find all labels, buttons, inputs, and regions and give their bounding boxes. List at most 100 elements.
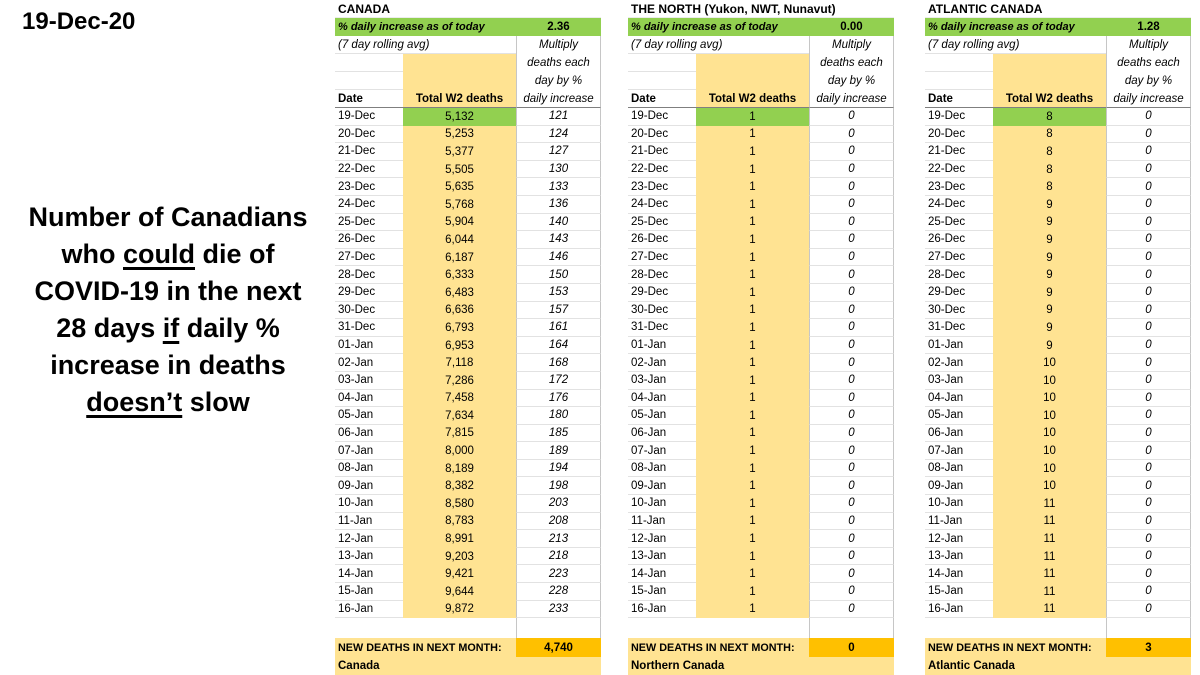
multiply-note-line: daily increase xyxy=(809,90,894,108)
pct-increase-value: 1.28 xyxy=(1137,21,1160,33)
total-deaths-cell: 6,187 xyxy=(403,248,516,267)
daily-increase-cell: 0 xyxy=(1106,547,1191,566)
daily-increase-cell: 185 xyxy=(516,424,601,443)
table-row: 29-Dec 9 0 xyxy=(925,283,1191,302)
empty-cell xyxy=(403,618,516,638)
total-deaths-cell: 1 xyxy=(696,248,809,267)
filled-cell xyxy=(696,72,809,90)
total-deaths-cell: 8 xyxy=(993,108,1106,126)
table-row: 04-Jan 7,458 176 xyxy=(335,389,601,408)
daily-increase-cell: 143 xyxy=(516,231,601,249)
total-deaths-cell: 7,815 xyxy=(403,424,516,443)
date-cell: 09-Jan xyxy=(335,477,403,496)
daily-increase-cell: 0 xyxy=(809,301,894,320)
daily-increase-cell: 0 xyxy=(1106,477,1191,496)
total-deaths-cell: 11 xyxy=(993,530,1106,548)
daily-increase-cell: 0 xyxy=(1106,389,1191,408)
date-cell: 29-Dec xyxy=(628,284,696,302)
total-deaths-cell: 8,783 xyxy=(403,512,516,531)
table-row: 09-Jan 8,382 198 xyxy=(335,477,601,496)
date-cell: 21-Dec xyxy=(628,143,696,161)
date-cell: 24-Dec xyxy=(335,196,403,214)
multiply-note-line: daily increase xyxy=(1106,90,1191,108)
daily-increase-cell: 208 xyxy=(516,512,601,531)
date-cell: 24-Dec xyxy=(925,196,993,214)
date-cell: 22-Dec xyxy=(335,161,403,179)
table-row: 09-Jan 1 0 xyxy=(628,477,894,496)
daily-increase-cell: 0 xyxy=(1106,336,1191,355)
total-deaths-cell: 8,189 xyxy=(403,459,516,478)
note-row: deaths each xyxy=(628,54,894,72)
date-cell: 12-Jan xyxy=(628,530,696,548)
table-row: 09-Jan 10 0 xyxy=(925,477,1191,496)
pct-increase-value: 0.00 xyxy=(840,21,863,33)
table-row: 19-Dec 8 0 xyxy=(925,108,1191,126)
total-deaths-cell: 1 xyxy=(696,442,809,460)
spacer-row xyxy=(628,618,894,638)
daily-increase-cell: 0 xyxy=(1106,125,1191,144)
daily-increase-cell: 157 xyxy=(516,301,601,320)
total-deaths-cell: 8,382 xyxy=(403,477,516,496)
daily-increase-cell: 0 xyxy=(809,371,894,390)
rolling-avg-label: (7 day rolling avg) xyxy=(628,36,809,54)
total-deaths-cell: 1 xyxy=(696,301,809,320)
new-deaths-value: 0 xyxy=(809,638,894,657)
table-row: 26-Dec 6,044 143 xyxy=(335,231,601,249)
note-row: day by % xyxy=(925,72,1191,90)
date-cell: 21-Dec xyxy=(925,143,993,161)
daily-increase-cell: 228 xyxy=(516,583,601,601)
total-deaths-cell: 1 xyxy=(696,583,809,601)
empty-cell xyxy=(628,72,696,90)
daily-increase-cell: 150 xyxy=(516,266,601,284)
date-cell: 30-Dec xyxy=(628,302,696,320)
total-deaths-cell: 11 xyxy=(993,495,1106,513)
total-deaths-cell: 8 xyxy=(993,178,1106,196)
date-cell: 03-Jan xyxy=(925,372,993,390)
pct-increase-row: % daily increase as of today 1.28 xyxy=(925,18,1191,36)
new-deaths-value: 3 xyxy=(1106,638,1191,657)
table-row: 28-Dec 6,333 150 xyxy=(335,266,601,284)
table-row: 04-Jan 10 0 xyxy=(925,389,1191,408)
table-row: 01-Jan 6,953 164 xyxy=(335,336,601,355)
headline-segment: increase in deaths xyxy=(50,350,286,380)
date-cell: 05-Jan xyxy=(628,407,696,425)
table-row: 23-Dec 5,635 133 xyxy=(335,178,601,196)
table-title-row: THE NORTH (Yukon, NWT, Nunavut) xyxy=(628,0,894,18)
daily-increase-cell: 0 xyxy=(1106,512,1191,531)
total-deaths-cell: 1 xyxy=(696,354,809,372)
total-deaths-cell: 1 xyxy=(696,512,809,531)
date-cell: 04-Jan xyxy=(925,390,993,408)
date-cell: 26-Dec xyxy=(335,231,403,249)
headline-segment: doesn’t xyxy=(86,387,183,417)
headline-line: 28 days if daily % xyxy=(0,310,336,347)
table-row: 01-Jan 9 0 xyxy=(925,336,1191,355)
date-cell: 14-Jan xyxy=(628,565,696,584)
table-row: 08-Jan 1 0 xyxy=(628,459,894,478)
date-cell: 08-Jan xyxy=(925,460,993,478)
table-row: 11-Jan 8,783 208 xyxy=(335,512,601,531)
report-date: 19-Dec-20 xyxy=(22,8,136,35)
filled-cell xyxy=(993,54,1106,72)
daily-increase-cell: 0 xyxy=(1106,583,1191,601)
table-row: 20-Dec 1 0 xyxy=(628,125,894,144)
daily-increase-cell: 0 xyxy=(1106,248,1191,267)
total-deaths-cell: 5,635 xyxy=(403,178,516,196)
multiply-note-line: deaths each xyxy=(516,54,601,72)
daily-increase-cell: 0 xyxy=(1106,442,1191,460)
spacer-row xyxy=(925,618,1191,638)
total-deaths-cell: 6,953 xyxy=(403,336,516,355)
date-cell: 01-Jan xyxy=(628,337,696,355)
total-deaths-cell: 1 xyxy=(696,160,809,179)
total-deaths-cell: 1 xyxy=(696,600,809,619)
daily-increase-cell: 0 xyxy=(809,266,894,284)
daily-increase-cell: 172 xyxy=(516,371,601,390)
total-deaths-cell: 9 xyxy=(993,336,1106,355)
daily-increase-cell: 0 xyxy=(809,495,894,513)
table-row: 08-Jan 8,189 194 xyxy=(335,459,601,478)
date-cell: 11-Jan xyxy=(628,513,696,531)
daily-increase-cell: 0 xyxy=(1106,231,1191,249)
table-row: 28-Dec 9 0 xyxy=(925,266,1191,284)
total-deaths-cell: 1 xyxy=(696,178,809,196)
date-cell: 23-Dec xyxy=(628,178,696,196)
date-cell: 16-Jan xyxy=(628,601,696,619)
